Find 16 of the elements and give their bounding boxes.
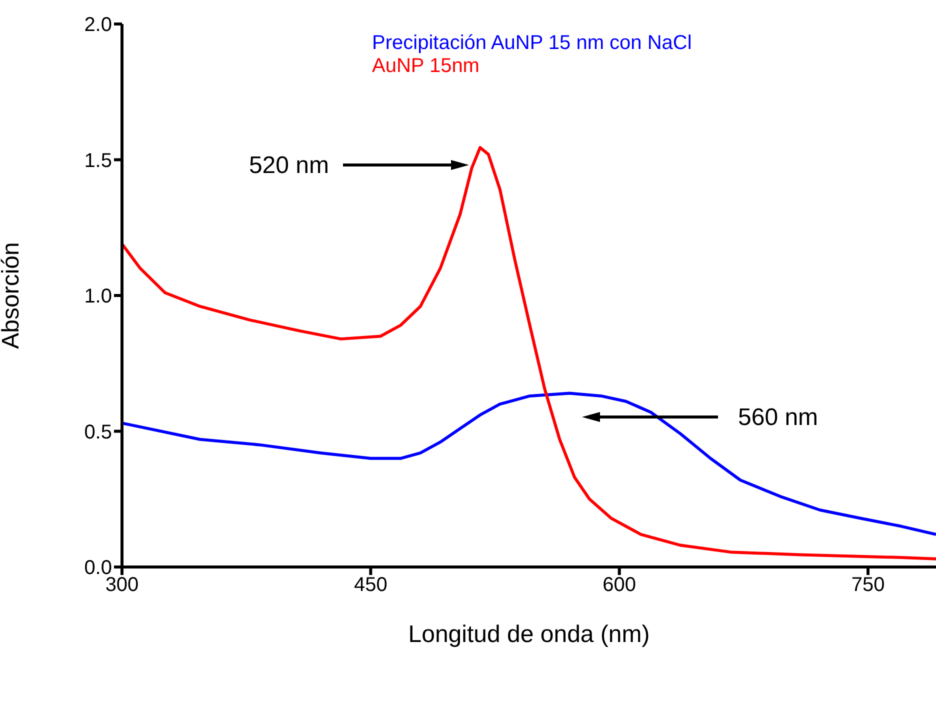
x-tick-label: 750 <box>851 574 885 596</box>
y-tick-label: 0.5 <box>84 421 112 444</box>
annotation: 520 nm <box>248 152 329 179</box>
line-series <box>122 392 936 536</box>
line-series <box>122 146 936 560</box>
x-axis-title: Longitud de onda (nm) <box>408 621 650 648</box>
x-tick-label: 300 <box>105 574 139 596</box>
x-tick-label: 450 <box>354 574 388 596</box>
annotation: 560 nm <box>738 404 818 431</box>
y-tick-label: 1.0 <box>84 286 112 308</box>
x-tick-label: 600 <box>602 574 636 596</box>
y-tick-label: 1.5 <box>84 150 112 172</box>
text: AuNP 15nm <box>372 55 480 78</box>
y-tick-label: 2.0 <box>84 14 112 36</box>
y-axis-title: Absorción <box>0 242 25 349</box>
text: Precipitación AuNP 15 nm con NaCl <box>372 32 693 55</box>
